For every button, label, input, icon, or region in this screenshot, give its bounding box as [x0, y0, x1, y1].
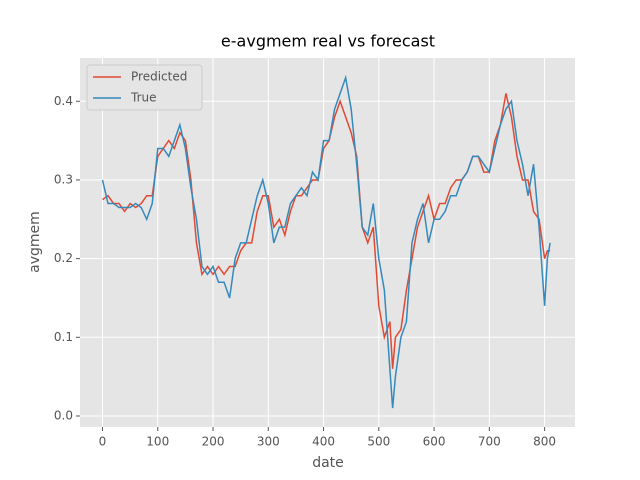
y-tick-label: 0.1	[54, 330, 73, 344]
x-tick-label: 100	[146, 435, 169, 449]
y-axis-label: avgmem	[27, 211, 43, 273]
y-tick-label: 0.3	[54, 172, 73, 186]
legend-label: True	[130, 91, 157, 105]
x-tick-label: 600	[423, 435, 446, 449]
plot-area	[80, 58, 575, 427]
x-tick-label: 200	[202, 435, 225, 449]
y-tick-label: 0.0	[54, 408, 73, 422]
y-tick-label: 0.4	[54, 94, 73, 108]
y-tick-label: 0.2	[54, 251, 73, 265]
chart-title: e-avgmem real vs forecast	[221, 32, 435, 51]
x-tick-label: 700	[478, 435, 501, 449]
x-tick-label: 0	[99, 435, 107, 449]
data-line	[101, 74, 551, 409]
x-tick-label: 300	[257, 435, 280, 449]
x-tick-label: 800	[533, 435, 556, 449]
x-tick-label: 400	[312, 435, 335, 449]
x-axis-label: date	[312, 455, 344, 471]
legend-label: Predicted	[131, 70, 187, 84]
x-tick-label: 500	[367, 435, 390, 449]
